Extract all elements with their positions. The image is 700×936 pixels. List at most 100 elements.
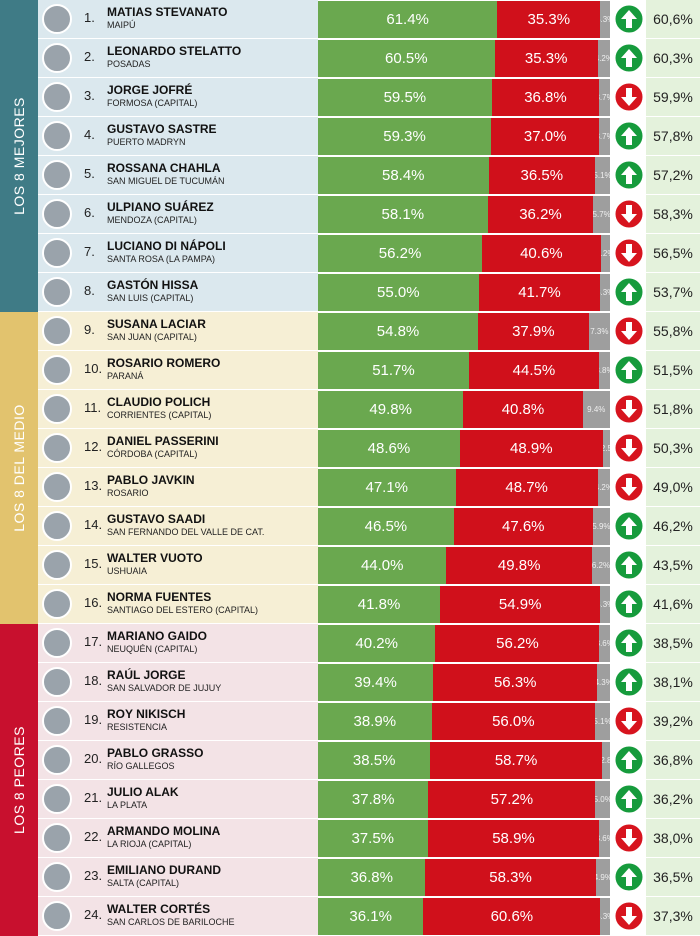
rank: 11. bbox=[84, 400, 102, 415]
bar-segment: 3.2% bbox=[600, 235, 610, 272]
value-label: 58.1% bbox=[381, 206, 425, 223]
city: SALTA (CAPITAL) bbox=[107, 878, 180, 888]
value-label: 37.9% bbox=[512, 323, 555, 340]
bar-segment: 3.8% bbox=[598, 352, 610, 389]
bar-segment: 44.5% bbox=[468, 352, 599, 389]
name: PABLO JAVKIN bbox=[107, 473, 195, 487]
value-label: 36.1% bbox=[349, 908, 392, 925]
value-label: 35.3% bbox=[524, 50, 568, 67]
row-background bbox=[38, 234, 318, 273]
rank: 3. bbox=[84, 88, 95, 103]
trend-arrow bbox=[614, 160, 644, 190]
value-label: 56.2% bbox=[496, 635, 539, 652]
bar-segment: 5.1% bbox=[595, 703, 610, 740]
city: RESISTENCIA bbox=[107, 722, 168, 732]
row-background bbox=[38, 507, 318, 546]
value-label: 4.2% bbox=[598, 483, 610, 492]
value-label: 38.9% bbox=[353, 713, 397, 730]
previous-value: 51,5% bbox=[646, 351, 700, 390]
value-label: 4.3% bbox=[597, 678, 610, 687]
bar-segment: 5.1% bbox=[595, 157, 610, 194]
photo bbox=[42, 121, 72, 151]
bar-segment: 48.6% bbox=[318, 430, 460, 467]
trend-icon bbox=[614, 784, 644, 814]
rank: 24. bbox=[84, 907, 103, 922]
photo bbox=[42, 862, 72, 892]
bar-segment: 51.7% bbox=[318, 352, 469, 389]
bar-segment: 37.5% bbox=[318, 820, 428, 857]
value-label: 5.7% bbox=[593, 210, 610, 219]
value-label: 3.3% bbox=[600, 15, 610, 24]
city: SAN MIGUEL DE TUCUMÁN bbox=[107, 176, 225, 186]
value-label: 58.4% bbox=[381, 167, 425, 184]
bar-segment: 5.7% bbox=[593, 196, 610, 233]
name: EMILIANO DURAND bbox=[107, 863, 221, 877]
trend-arrow bbox=[614, 316, 644, 346]
value-label: 41.8% bbox=[357, 596, 401, 613]
value-label: 60.5% bbox=[385, 50, 428, 67]
trend-icon bbox=[614, 160, 644, 190]
value-label: 3.3% bbox=[600, 288, 610, 297]
city: LA RIOJA (CAPITAL) bbox=[107, 839, 192, 849]
bar-segment: 5.0% bbox=[595, 781, 610, 818]
bar-segment: 58.3% bbox=[425, 859, 596, 896]
bar-segment: 3.7% bbox=[599, 118, 610, 155]
previous-value: 38,0% bbox=[646, 819, 700, 858]
trend-arrow bbox=[614, 472, 644, 502]
trend-icon bbox=[614, 823, 644, 853]
photo bbox=[42, 589, 72, 619]
bar-segment: 2.5 bbox=[602, 430, 610, 467]
bar-segment: 40.2% bbox=[318, 625, 436, 662]
previous-value: 56,5% bbox=[646, 234, 700, 273]
bar-segment: 4.3% bbox=[597, 664, 610, 701]
value-label: 59.3% bbox=[383, 128, 426, 145]
photo bbox=[42, 472, 72, 502]
value-label: 51.7% bbox=[372, 362, 415, 379]
previous-value: 51,8% bbox=[646, 390, 700, 429]
previous-value: 46,2% bbox=[646, 507, 700, 546]
trend-icon bbox=[614, 472, 644, 502]
previous-value: 37,3% bbox=[646, 897, 700, 936]
value-label: 47.6% bbox=[501, 518, 545, 535]
bar-segment: 58.9% bbox=[427, 820, 600, 857]
bar-segment: 60.6% bbox=[423, 898, 601, 935]
group-label-band: LOS 8 MEJORES bbox=[0, 0, 38, 312]
trend-icon bbox=[614, 706, 644, 736]
city: PARANÁ bbox=[107, 371, 144, 381]
rank: 12. bbox=[84, 439, 103, 454]
bar-segment: 4.9% bbox=[595, 859, 610, 896]
trend-icon bbox=[614, 394, 644, 424]
trend-arrow bbox=[614, 784, 644, 814]
previous-value: 36,5% bbox=[646, 858, 700, 897]
group-label-band: LOS 8 PEORES bbox=[0, 624, 38, 936]
value-label: 2.5 bbox=[602, 444, 610, 453]
photo bbox=[42, 277, 72, 307]
value-label: 38.5% bbox=[352, 752, 396, 769]
trend-arrow bbox=[614, 82, 644, 112]
trend-icon bbox=[614, 667, 644, 697]
bar-segment: 61.4% bbox=[318, 1, 498, 38]
bar-segment: 3.6% bbox=[599, 625, 610, 662]
city: CORRIENTES (CAPITAL) bbox=[107, 410, 212, 420]
rank: 7. bbox=[84, 244, 95, 259]
name: ULPIANO SUÁREZ bbox=[107, 200, 214, 214]
rank: 16. bbox=[84, 595, 103, 610]
group-label: LOS 8 DEL MEDIO bbox=[11, 404, 28, 532]
name: LUCIANO DI NÁPOLI bbox=[107, 239, 226, 253]
value-label: 54.8% bbox=[376, 323, 420, 340]
trend-icon bbox=[614, 199, 644, 229]
value-label: 49.8% bbox=[369, 401, 412, 418]
value-label: 5.9% bbox=[592, 522, 610, 531]
name: RAÚL JORGE bbox=[107, 668, 186, 682]
value-label: 48.9% bbox=[510, 440, 553, 457]
rank: 22. bbox=[84, 829, 103, 844]
trend-icon bbox=[614, 82, 644, 112]
photo bbox=[42, 667, 72, 697]
bar-segment: 36.2% bbox=[487, 196, 594, 233]
trend-icon bbox=[614, 589, 644, 619]
trend-arrow bbox=[614, 433, 644, 463]
rank: 15. bbox=[84, 556, 103, 571]
city: FORMOSA (CAPITAL) bbox=[107, 98, 198, 108]
value-label: 49.8% bbox=[497, 557, 541, 574]
photo bbox=[42, 316, 72, 346]
